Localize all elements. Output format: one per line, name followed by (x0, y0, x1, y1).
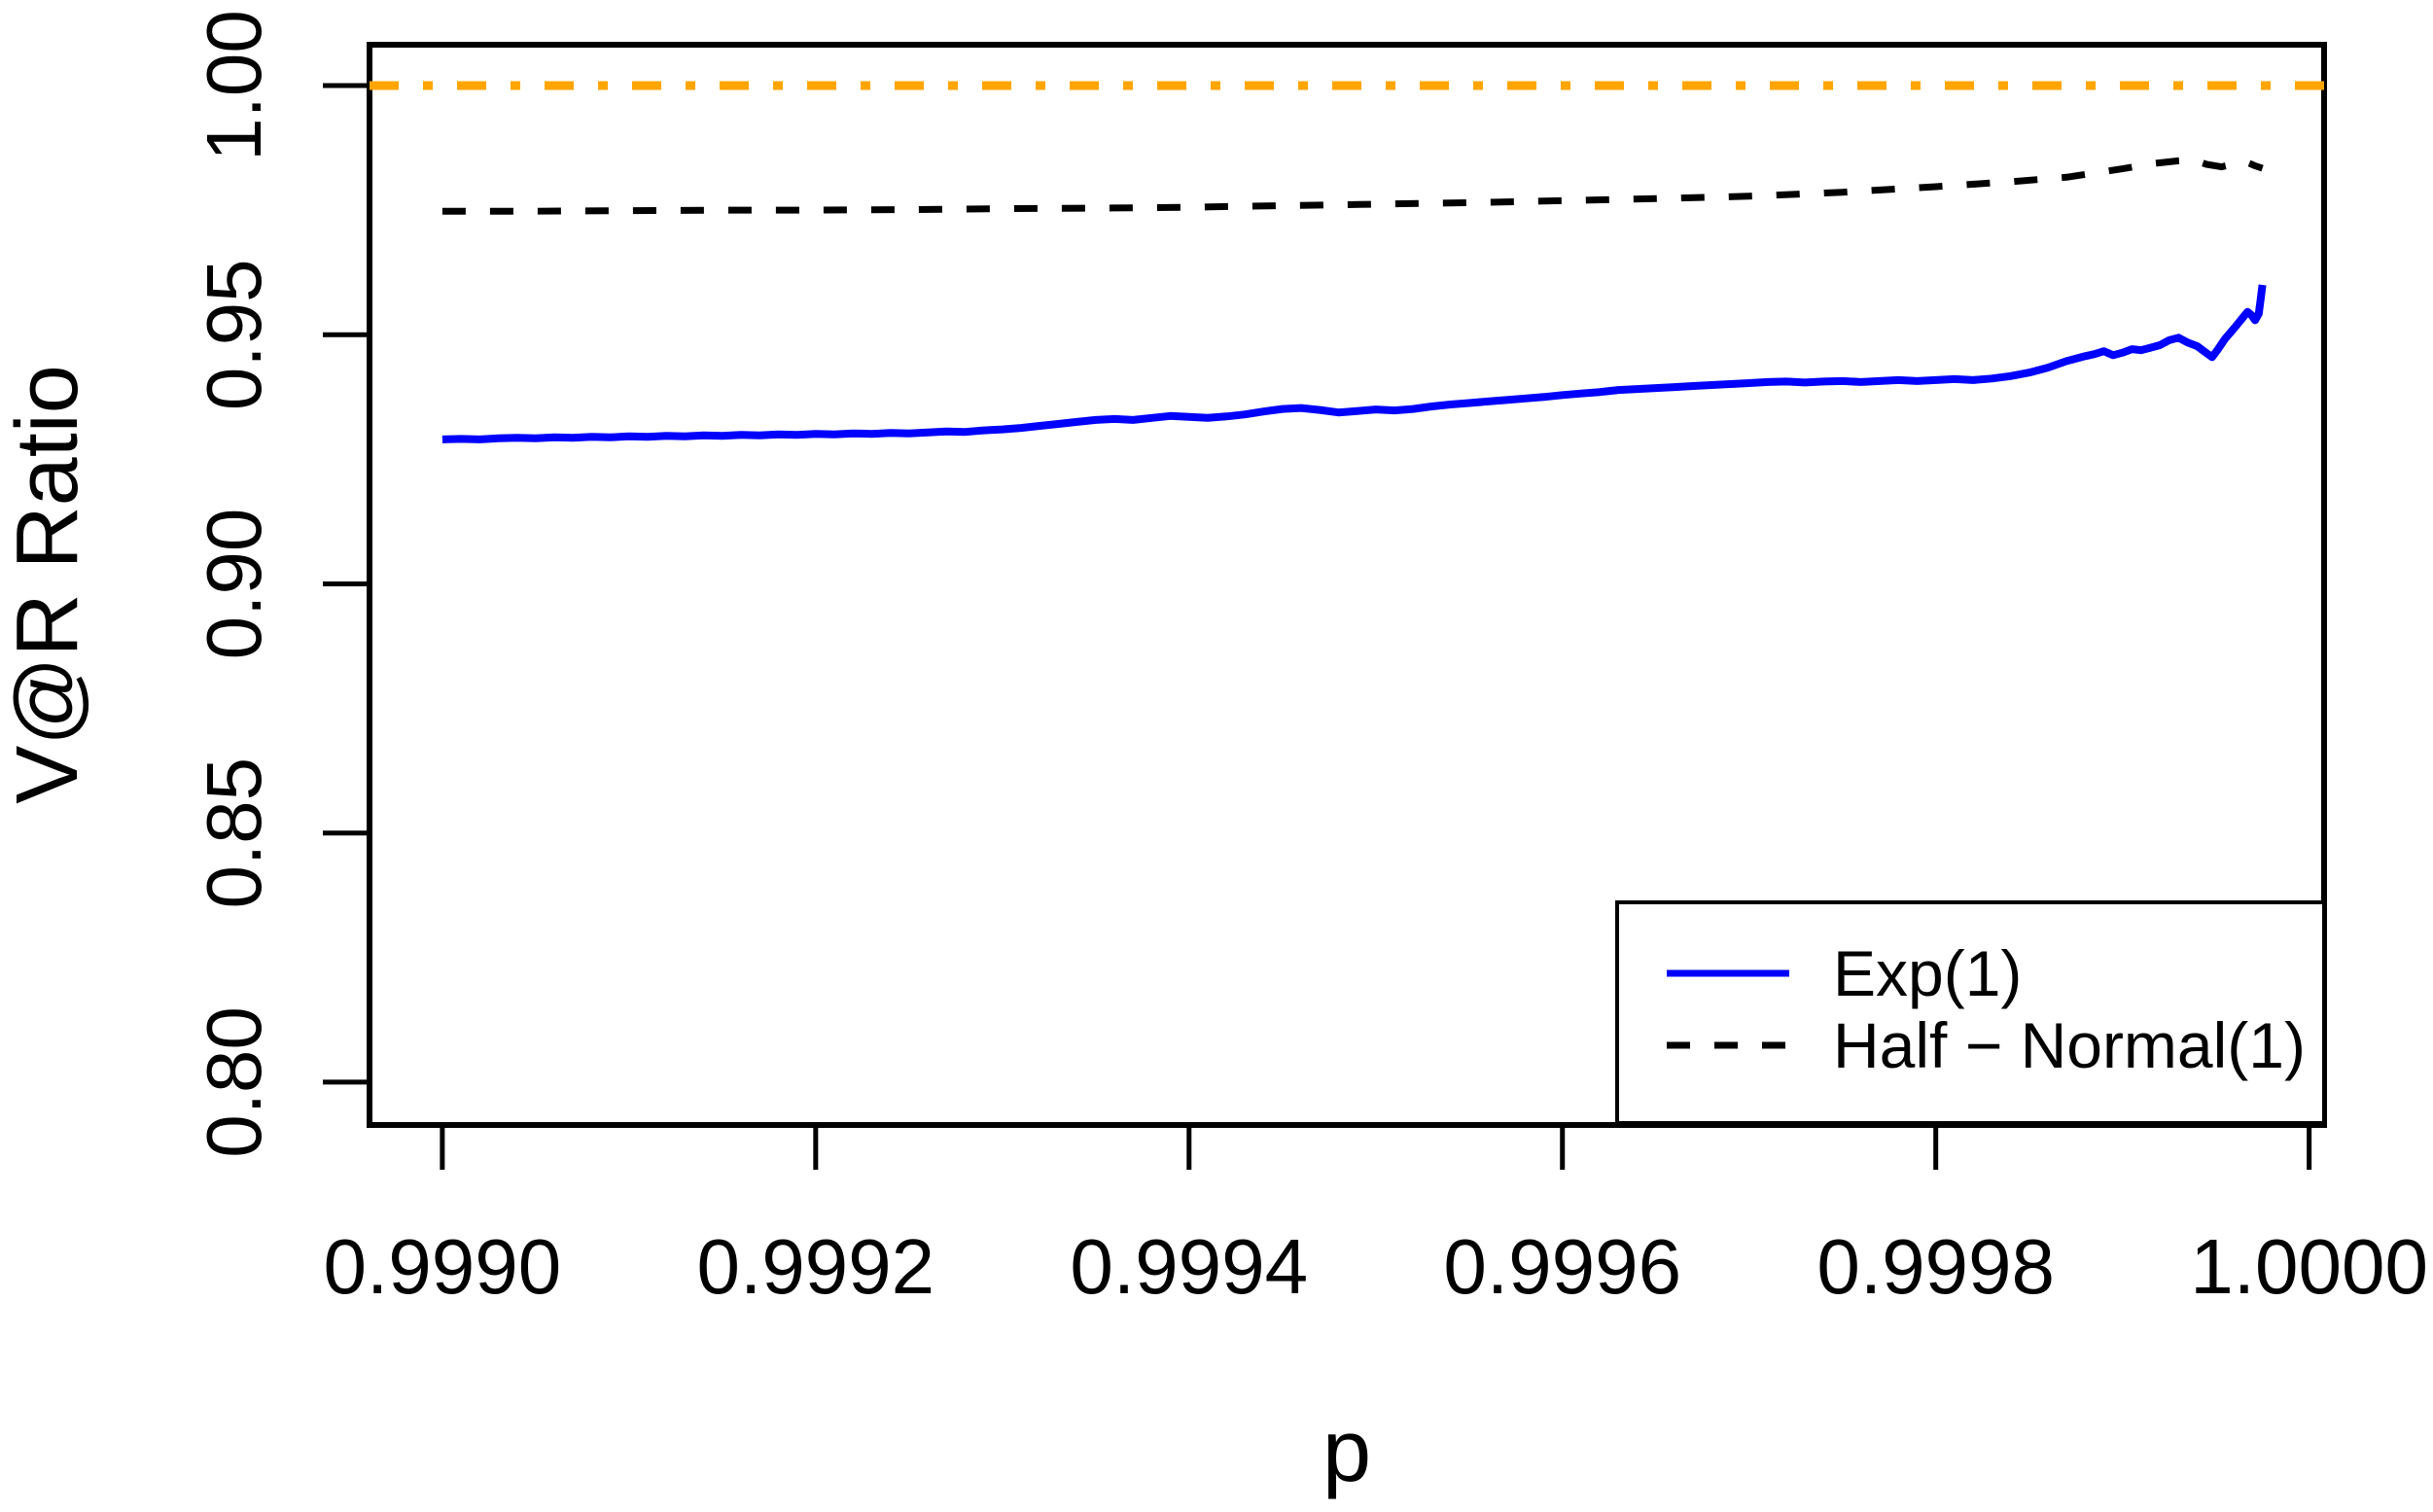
y-tick-label: 0.90 (191, 509, 277, 660)
x-tick-label: 1.0000 (2190, 1223, 2428, 1310)
y-axis: 0.80 0.85 0.90 0.95 1.00 (191, 10, 370, 1158)
series-group (441, 156, 2267, 443)
y-tick-label: 0.80 (191, 1006, 277, 1158)
x-tick-label: 0.9994 (1070, 1223, 1308, 1310)
x-tick-label: 0.9998 (1816, 1223, 2055, 1310)
x-tick-label: 0.9992 (696, 1223, 934, 1310)
x-axis: 0.9990 0.9992 0.9994 0.9996 0.9998 1.0000 (324, 1125, 2428, 1310)
series-curve-half-normal (441, 156, 2264, 215)
series-curve-exp1 (441, 284, 2267, 443)
legend-label-exp1: Exp(1) (1833, 937, 2022, 1009)
y-tick-label: 0.95 (191, 259, 277, 410)
x-tick-label: 0.9990 (324, 1223, 562, 1310)
x-axis-title: p (1322, 1403, 1371, 1500)
y-tick-label: 1.00 (191, 10, 277, 161)
legend-label-halfnormal: Half − Normal(1) (1833, 1009, 2306, 1081)
y-tick-label: 0.85 (191, 757, 277, 909)
x-tick-label: 0.9996 (1443, 1223, 1681, 1310)
y-axis-title: V@R Ratio (0, 365, 96, 804)
legend-box (1615, 900, 2326, 1125)
legend: Exp(1) Half − Normal(1) (1615, 900, 2326, 1125)
